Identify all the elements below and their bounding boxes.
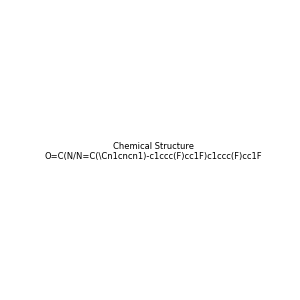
Text: Chemical Structure
O=C(N/N=C(\Cn1cncn1)-c1ccc(F)cc1F)c1ccc(F)cc1F: Chemical Structure O=C(N/N=C(\Cn1cncn1)-… xyxy=(45,142,262,161)
